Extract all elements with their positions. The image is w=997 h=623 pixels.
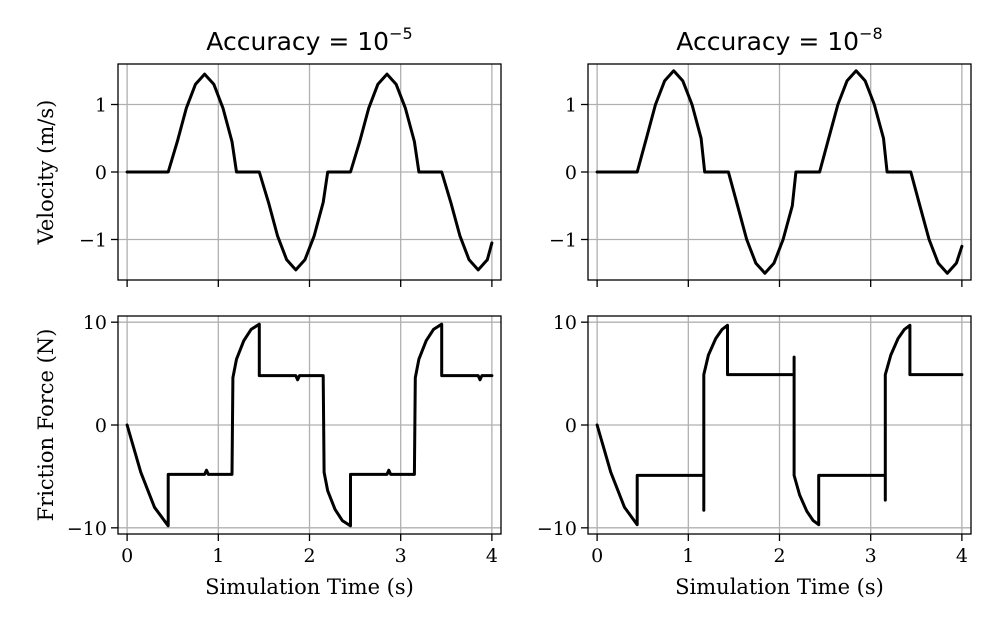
y-tick-label: −1	[79, 230, 107, 252]
x-tick-label: 3	[865, 545, 877, 567]
y-tick-label: 0	[565, 162, 577, 184]
y-tick-label: 10	[553, 312, 577, 334]
series-line	[125, 322, 494, 528]
x-tick-label: 0	[591, 545, 603, 567]
y-tick-label: 10	[83, 312, 107, 334]
y-tick-label: 0	[95, 415, 107, 437]
x-tick-label: 0	[121, 545, 133, 567]
plot-frame	[117, 315, 502, 535]
x-tick-label: 1	[682, 545, 694, 567]
series-line	[125, 72, 494, 272]
y-tick-label: 1	[565, 95, 577, 117]
chart-panel-1: −1 0 1 Accuracy = 10−5 Velocity (m/s)	[34, 24, 502, 287]
chart-panel-3: 0 1 2 3 4 −10 0 10 Simulation Time (s) Friction F…	[34, 312, 502, 599]
x-tick-label: 4	[956, 545, 968, 567]
x-tick-label: 2	[773, 545, 785, 567]
y-tick-label: 0	[95, 162, 107, 184]
x-tick-label: 1	[212, 545, 224, 567]
chart-panel-2: −1 0 1 Accuracy = 10−8	[549, 24, 972, 287]
series-line	[595, 323, 964, 527]
plot-frame	[587, 315, 972, 535]
y-tick-label: −10	[67, 518, 107, 540]
y-axis-label: Velocity (m/s)	[34, 100, 58, 246]
chart-title: Accuracy = 10−5	[206, 24, 412, 56]
y-tick-label: 1	[95, 95, 107, 117]
y-axis-label: Friction Force (N)	[34, 329, 58, 522]
x-tick-label: 4	[486, 545, 498, 567]
x-axis-label: Simulation Time (s)	[205, 575, 414, 599]
series-line	[595, 69, 964, 275]
chart-title: Accuracy = 10−8	[676, 24, 882, 56]
chart-panel-4: 0 1 2 3 4 −10 0 10 Simulation Time (s)	[537, 312, 972, 599]
y-tick-label: −10	[537, 518, 577, 540]
y-tick-label: −1	[549, 230, 577, 252]
y-tick-label: 0	[565, 415, 577, 437]
x-tick-label: 3	[395, 545, 407, 567]
x-axis-label: Simulation Time (s)	[675, 575, 884, 599]
plot-frame	[117, 63, 502, 281]
x-tick-label: 2	[303, 545, 315, 567]
plot-frame	[587, 63, 972, 281]
